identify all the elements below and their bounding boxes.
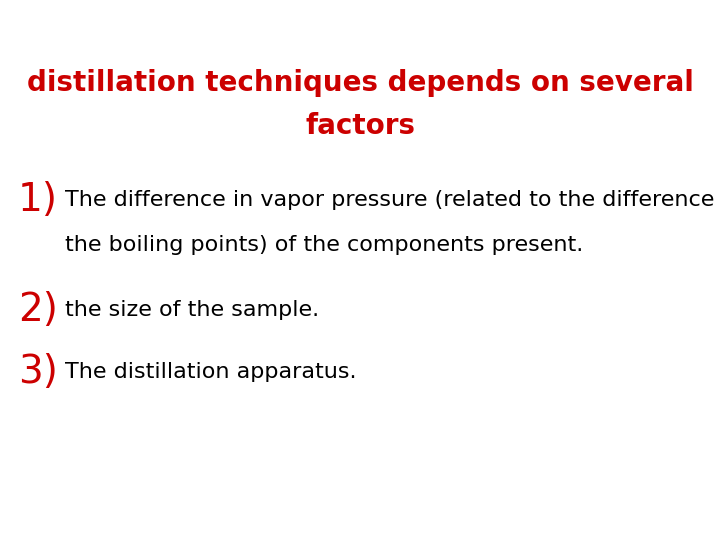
- Text: the size of the sample.: the size of the sample.: [65, 300, 319, 320]
- Text: 2): 2): [18, 291, 58, 329]
- Text: 3): 3): [18, 353, 58, 391]
- Text: the boiling points) of the components present.: the boiling points) of the components pr…: [65, 235, 583, 255]
- Text: The distillation apparatus.: The distillation apparatus.: [65, 362, 356, 382]
- Text: 1): 1): [18, 181, 58, 219]
- Text: The difference in vapor pressure (related to the difference in: The difference in vapor pressure (relate…: [65, 190, 720, 210]
- Text: distillation techniques depends on several: distillation techniques depends on sever…: [27, 69, 693, 97]
- Text: factors: factors: [305, 112, 415, 140]
